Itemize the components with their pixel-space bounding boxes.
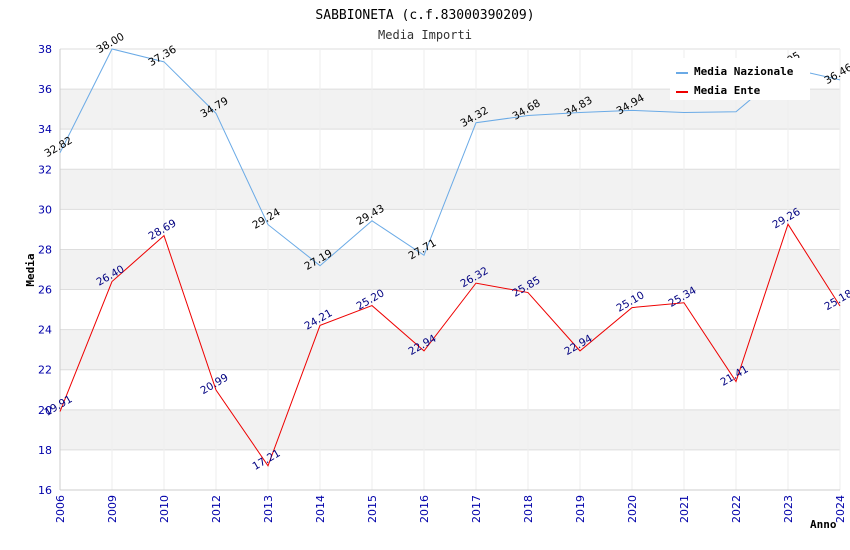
y-tick-label: 30 <box>38 203 52 216</box>
y-tick-label: 26 <box>38 284 52 297</box>
x-axis-ticks: 2006 2009 2010 2012 2013 2014 2015 2016 2017 2018… <box>54 495 847 523</box>
series-line-media-nazionale <box>59 48 841 267</box>
data-label-media-ente: 25.10 <box>614 289 646 314</box>
y-tick-label: 22 <box>38 364 52 377</box>
legend: Media Nazionale Media Ente <box>670 58 810 100</box>
plot-background-bands <box>60 89 840 450</box>
y-tick-label: 16 <box>38 484 52 497</box>
data-label-media-ente: 28.69 <box>146 217 178 242</box>
data-label-media-ente: 17.21 <box>250 447 282 472</box>
x-tick-label: 2017 <box>470 495 483 523</box>
chart-title: SABBIONETA (c.f.83000390209) <box>315 8 534 23</box>
legend-label-media-ente: Media Ente <box>694 84 761 97</box>
data-label-media-ente: 20.99 <box>198 372 230 397</box>
data-label-media-ente: 25.20 <box>354 287 386 312</box>
data-label-media-nazionale: 36.46 <box>822 61 850 87</box>
x-tick-label: 2015 <box>366 495 379 523</box>
plot-band <box>60 409 840 450</box>
legend-box <box>670 58 810 100</box>
series-line-media-ente <box>59 223 841 467</box>
x-tick-label: 2019 <box>574 495 587 523</box>
x-tick-label: 2010 <box>158 495 171 523</box>
x-tick-label: 2018 <box>522 495 535 523</box>
x-tick-label: 2012 <box>210 495 223 523</box>
y-tick-label: 28 <box>38 243 52 256</box>
series-lines <box>59 48 841 467</box>
x-tick-label: 2014 <box>314 495 327 523</box>
x-tick-label: 2021 <box>678 495 691 523</box>
x-tick-label: 2020 <box>626 495 639 523</box>
y-tick-label: 18 <box>38 444 52 457</box>
x-tick-label: 2024 <box>834 495 847 523</box>
x-tick-label: 2009 <box>106 495 119 523</box>
y-tick-label: 32 <box>38 163 52 176</box>
gridlines <box>59 48 841 491</box>
x-tick-label: 2006 <box>54 495 67 523</box>
data-label-media-nazionale: 32.82 <box>42 135 74 160</box>
plot-band <box>60 249 840 290</box>
data-label-media-ente: 25.18 <box>822 288 850 313</box>
y-axis-label: Media <box>24 253 37 286</box>
data-label-media-nazionale: 37.36 <box>146 43 178 69</box>
x-axis-label: Anno <box>810 518 837 531</box>
x-tick-label: 2023 <box>782 495 795 523</box>
x-tick-label: 2016 <box>418 495 431 523</box>
y-tick-label: 24 <box>38 324 52 337</box>
legend-label-media-nazionale: Media Nazionale <box>694 65 794 78</box>
y-axis-ticks: 16 18 20 22 24 26 28 30 32 34 36 38 <box>38 43 52 497</box>
y-tick-label: 38 <box>38 43 52 56</box>
y-tick-label: 34 <box>38 123 52 136</box>
x-tick-label: 2013 <box>262 495 275 523</box>
y-tick-label: 20 <box>38 404 52 417</box>
chart-subtitle: Media Importi <box>378 28 472 42</box>
x-tick-label: 2022 <box>730 495 743 523</box>
axes <box>59 49 840 491</box>
y-tick-label: 36 <box>38 83 52 96</box>
plot-band <box>60 329 840 370</box>
data-label-media-nazionale: 29.24 <box>250 206 282 232</box>
